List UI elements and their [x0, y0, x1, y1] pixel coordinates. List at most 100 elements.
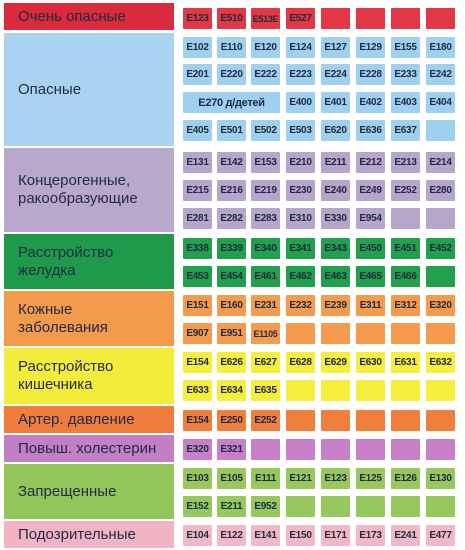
empty-cell: [391, 439, 420, 460]
category-label-cholesterol: Повыш. холестерин: [4, 435, 174, 462]
additive-code: E102: [183, 37, 212, 58]
additive-code: E951: [217, 323, 246, 344]
additive-code: E453: [183, 266, 212, 287]
category-label-very-dangerous: Очень опасные: [4, 3, 174, 30]
additive-code: E321: [217, 439, 246, 460]
additive-code: E239: [321, 295, 350, 316]
additive-code: E501: [217, 120, 246, 141]
additive-code: E403: [391, 92, 420, 113]
additive-code: E630: [356, 352, 385, 373]
additive-code: E330: [321, 208, 350, 229]
empty-cell: [321, 380, 350, 401]
additive-code: E513E: [251, 8, 280, 29]
empty-cell: [321, 8, 350, 29]
empty-cell: [426, 439, 455, 460]
category-label-intestine: Расстройство кишечника: [4, 348, 174, 404]
additive-code: E270 д/детей: [183, 92, 280, 113]
empty-cell: [356, 410, 385, 431]
additive-code: E454: [217, 266, 246, 287]
additive-code: E111: [251, 468, 280, 489]
additive-code: E620: [321, 120, 350, 141]
additive-code: E123: [321, 468, 350, 489]
additive-code: E124: [286, 37, 315, 58]
empty-cell: [321, 496, 350, 517]
empty-cell: [321, 323, 350, 344]
additive-code: E141: [251, 525, 280, 546]
additive-code: E339: [217, 238, 246, 259]
empty-cell: [426, 410, 455, 431]
empty-cell: [286, 439, 315, 460]
additive-code: E320: [426, 295, 455, 316]
additive-code: E155: [391, 37, 420, 58]
additive-code: E952: [251, 496, 280, 517]
additive-code: E126: [391, 468, 420, 489]
empty-cell: [426, 120, 455, 141]
additive-code: E527: [286, 8, 315, 29]
additive-code: E629: [321, 352, 350, 373]
additive-code: E634: [217, 380, 246, 401]
additive-code: E130: [426, 468, 455, 489]
empty-cell: [321, 410, 350, 431]
additive-code: E154: [183, 352, 212, 373]
additive-code: E282: [217, 208, 246, 229]
category-label-banned: Запрещенные: [4, 464, 174, 519]
empty-cell: [286, 410, 315, 431]
empty-cell: [286, 496, 315, 517]
additive-code: E151: [183, 295, 212, 316]
additive-code: E129: [356, 37, 385, 58]
additive-code: E281: [183, 208, 212, 229]
empty-cell: [286, 323, 315, 344]
empty-cell: [426, 496, 455, 517]
additive-code: E503: [286, 120, 315, 141]
additive-code: E228: [356, 64, 385, 85]
additive-code: E502: [251, 120, 280, 141]
additive-code: E122: [217, 525, 246, 546]
empty-cell: [426, 380, 455, 401]
additive-code: E452: [426, 238, 455, 259]
additive-code: E127: [321, 37, 350, 58]
additive-code: E214: [426, 152, 455, 173]
additive-code: E637: [391, 120, 420, 141]
additive-code: E152: [183, 496, 212, 517]
additive-code: E103: [183, 468, 212, 489]
additive-code: E627: [251, 352, 280, 373]
additive-code: E310: [286, 208, 315, 229]
additive-code: E210: [286, 152, 315, 173]
additive-code: E222: [251, 64, 280, 85]
empty-cell: [391, 496, 420, 517]
additive-code: E216: [217, 180, 246, 201]
additive-code: E219: [251, 180, 280, 201]
additive-code: E280: [426, 180, 455, 201]
additive-code: E320: [183, 439, 212, 460]
additive-code: E220: [217, 64, 246, 85]
empty-cell: [356, 8, 385, 29]
additive-code: E631: [391, 352, 420, 373]
additive-code: E311: [356, 295, 385, 316]
additive-code: E401: [321, 92, 350, 113]
empty-cell: [356, 439, 385, 460]
additive-code: E240: [321, 180, 350, 201]
additive-code: E462: [286, 266, 315, 287]
empty-cell: [321, 439, 350, 460]
additive-code: E343: [321, 238, 350, 259]
additive-code: E451: [391, 238, 420, 259]
additive-code: E250: [217, 410, 246, 431]
empty-cell: [391, 410, 420, 431]
additive-code: E465: [356, 266, 385, 287]
empty-cell: [356, 496, 385, 517]
additive-code: E249: [356, 180, 385, 201]
category-label-pressure: Артер. давление: [4, 406, 174, 433]
additive-code: E211: [217, 496, 246, 517]
additive-code: E633: [183, 380, 212, 401]
additive-code: E340: [251, 238, 280, 259]
additive-code: E632: [426, 352, 455, 373]
additive-code: E213: [391, 152, 420, 173]
empty-cell: [251, 439, 280, 460]
additive-code: E338: [183, 238, 212, 259]
additive-code: E131: [183, 152, 212, 173]
empty-cell: [426, 8, 455, 29]
additive-code: E233: [391, 64, 420, 85]
additive-code: E242: [426, 64, 455, 85]
additive-code: E224: [321, 64, 350, 85]
additive-code: E635: [251, 380, 280, 401]
